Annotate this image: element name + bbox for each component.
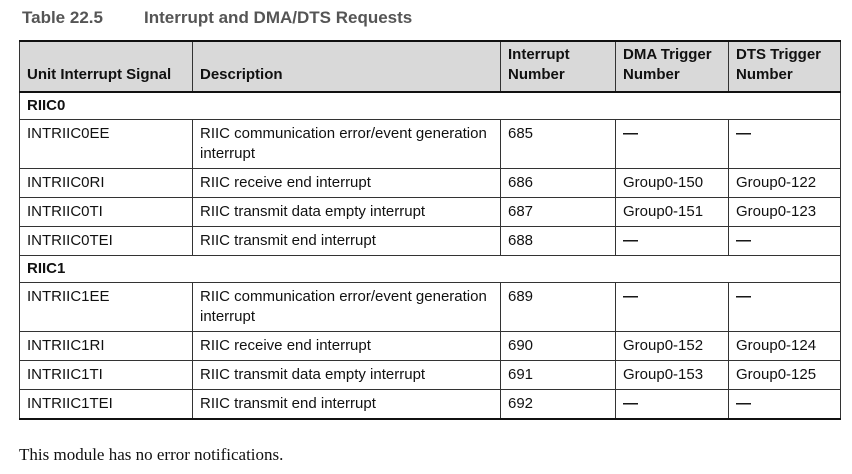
table-row: INTRIIC1TI RIIC transmit data empty inte… <box>19 360 841 390</box>
group-row-riic0: RIIC0 <box>19 91 841 120</box>
cell-interrupt-number: 685 <box>500 119 616 169</box>
cell-dts-trigger: Group0-125 <box>728 360 841 390</box>
cell-dma-trigger: — <box>615 226 729 256</box>
cell-dts-trigger: — <box>728 226 841 256</box>
cell-dma-trigger: — <box>615 389 729 420</box>
cell-dma-trigger: Group0-150 <box>615 168 729 198</box>
cell-dma-trigger: Group0-153 <box>615 360 729 390</box>
cell-signal: INTRIIC0TEI <box>19 226 193 256</box>
error-notification-note: This module has no error notifications. <box>19 445 284 464</box>
cell-interrupt-number: 689 <box>500 282 616 332</box>
group-label: RIIC1 <box>19 255 841 283</box>
cell-description: RIIC transmit data empty interrupt <box>192 197 501 227</box>
cell-signal: INTRIIC1RI <box>19 331 193 361</box>
table-row: INTRIIC0RI RIIC receive end interrupt 68… <box>19 168 841 198</box>
cell-interrupt-number: 690 <box>500 331 616 361</box>
table-row: INTRIIC0TI RIIC transmit data empty inte… <box>19 197 841 227</box>
cell-description: RIIC receive end interrupt <box>192 331 501 361</box>
cell-dma-trigger: Group0-152 <box>615 331 729 361</box>
cell-interrupt-number: 686 <box>500 168 616 198</box>
header-interrupt-number: Interrupt Number <box>500 40 616 93</box>
table-title: Interrupt and DMA/DTS Requests <box>144 8 413 27</box>
table-row: INTRIIC1EE RIIC communication error/even… <box>19 282 841 332</box>
header-description: Description <box>192 40 501 93</box>
cell-signal: INTRIIC1TEI <box>19 389 193 420</box>
cell-dts-trigger: — <box>728 389 841 420</box>
cell-interrupt-number: 688 <box>500 226 616 256</box>
interrupt-request-table: Unit Interrupt Signal Description Interr… <box>19 40 841 420</box>
cell-description: RIIC receive end interrupt <box>192 168 501 198</box>
cell-description: RIIC communication error/event generatio… <box>192 119 501 169</box>
table-row: INTRIIC1TEI RIIC transmit end interrupt … <box>19 389 841 420</box>
cell-signal: INTRIIC1EE <box>19 282 193 332</box>
cell-dts-trigger: Group0-124 <box>728 331 841 361</box>
group-label: RIIC0 <box>19 91 841 120</box>
cell-dts-trigger: — <box>728 119 841 169</box>
cell-dts-trigger: Group0-122 <box>728 168 841 198</box>
cell-dma-trigger: Group0-151 <box>615 197 729 227</box>
cell-signal: INTRIIC0EE <box>19 119 193 169</box>
cell-signal: INTRIIC0RI <box>19 168 193 198</box>
cell-description: RIIC communication error/event generatio… <box>192 282 501 332</box>
cell-description: RIIC transmit end interrupt <box>192 389 501 420</box>
group-row-riic1: RIIC1 <box>19 255 841 283</box>
cell-dma-trigger: — <box>615 282 729 332</box>
table-number: Table 22.5 <box>22 8 103 27</box>
cell-dma-trigger: — <box>615 119 729 169</box>
cell-dts-trigger: Group0-123 <box>728 197 841 227</box>
cell-signal: INTRIIC1TI <box>19 360 193 390</box>
cell-description: RIIC transmit data empty interrupt <box>192 360 501 390</box>
cell-interrupt-number: 691 <box>500 360 616 390</box>
cell-description: RIIC transmit end interrupt <box>192 226 501 256</box>
cell-interrupt-number: 692 <box>500 389 616 420</box>
cell-interrupt-number: 687 <box>500 197 616 227</box>
header-signal: Unit Interrupt Signal <box>19 40 193 93</box>
header-dts-trigger-number: DTS Trigger Number <box>728 40 841 93</box>
table-caption: Table 22.5 Interrupt and DMA/DTS Requests <box>22 8 412 28</box>
table-row: INTRIIC0EE RIIC communication error/even… <box>19 119 841 169</box>
cell-dts-trigger: — <box>728 282 841 332</box>
table-row: INTRIIC1RI RIIC receive end interrupt 69… <box>19 331 841 361</box>
cell-signal: INTRIIC0TI <box>19 197 193 227</box>
table-header-row: Unit Interrupt Signal Description Interr… <box>19 40 841 93</box>
header-dma-trigger-number: DMA Trigger Number <box>615 40 729 93</box>
table-row: INTRIIC0TEI RIIC transmit end interrupt … <box>19 226 841 256</box>
